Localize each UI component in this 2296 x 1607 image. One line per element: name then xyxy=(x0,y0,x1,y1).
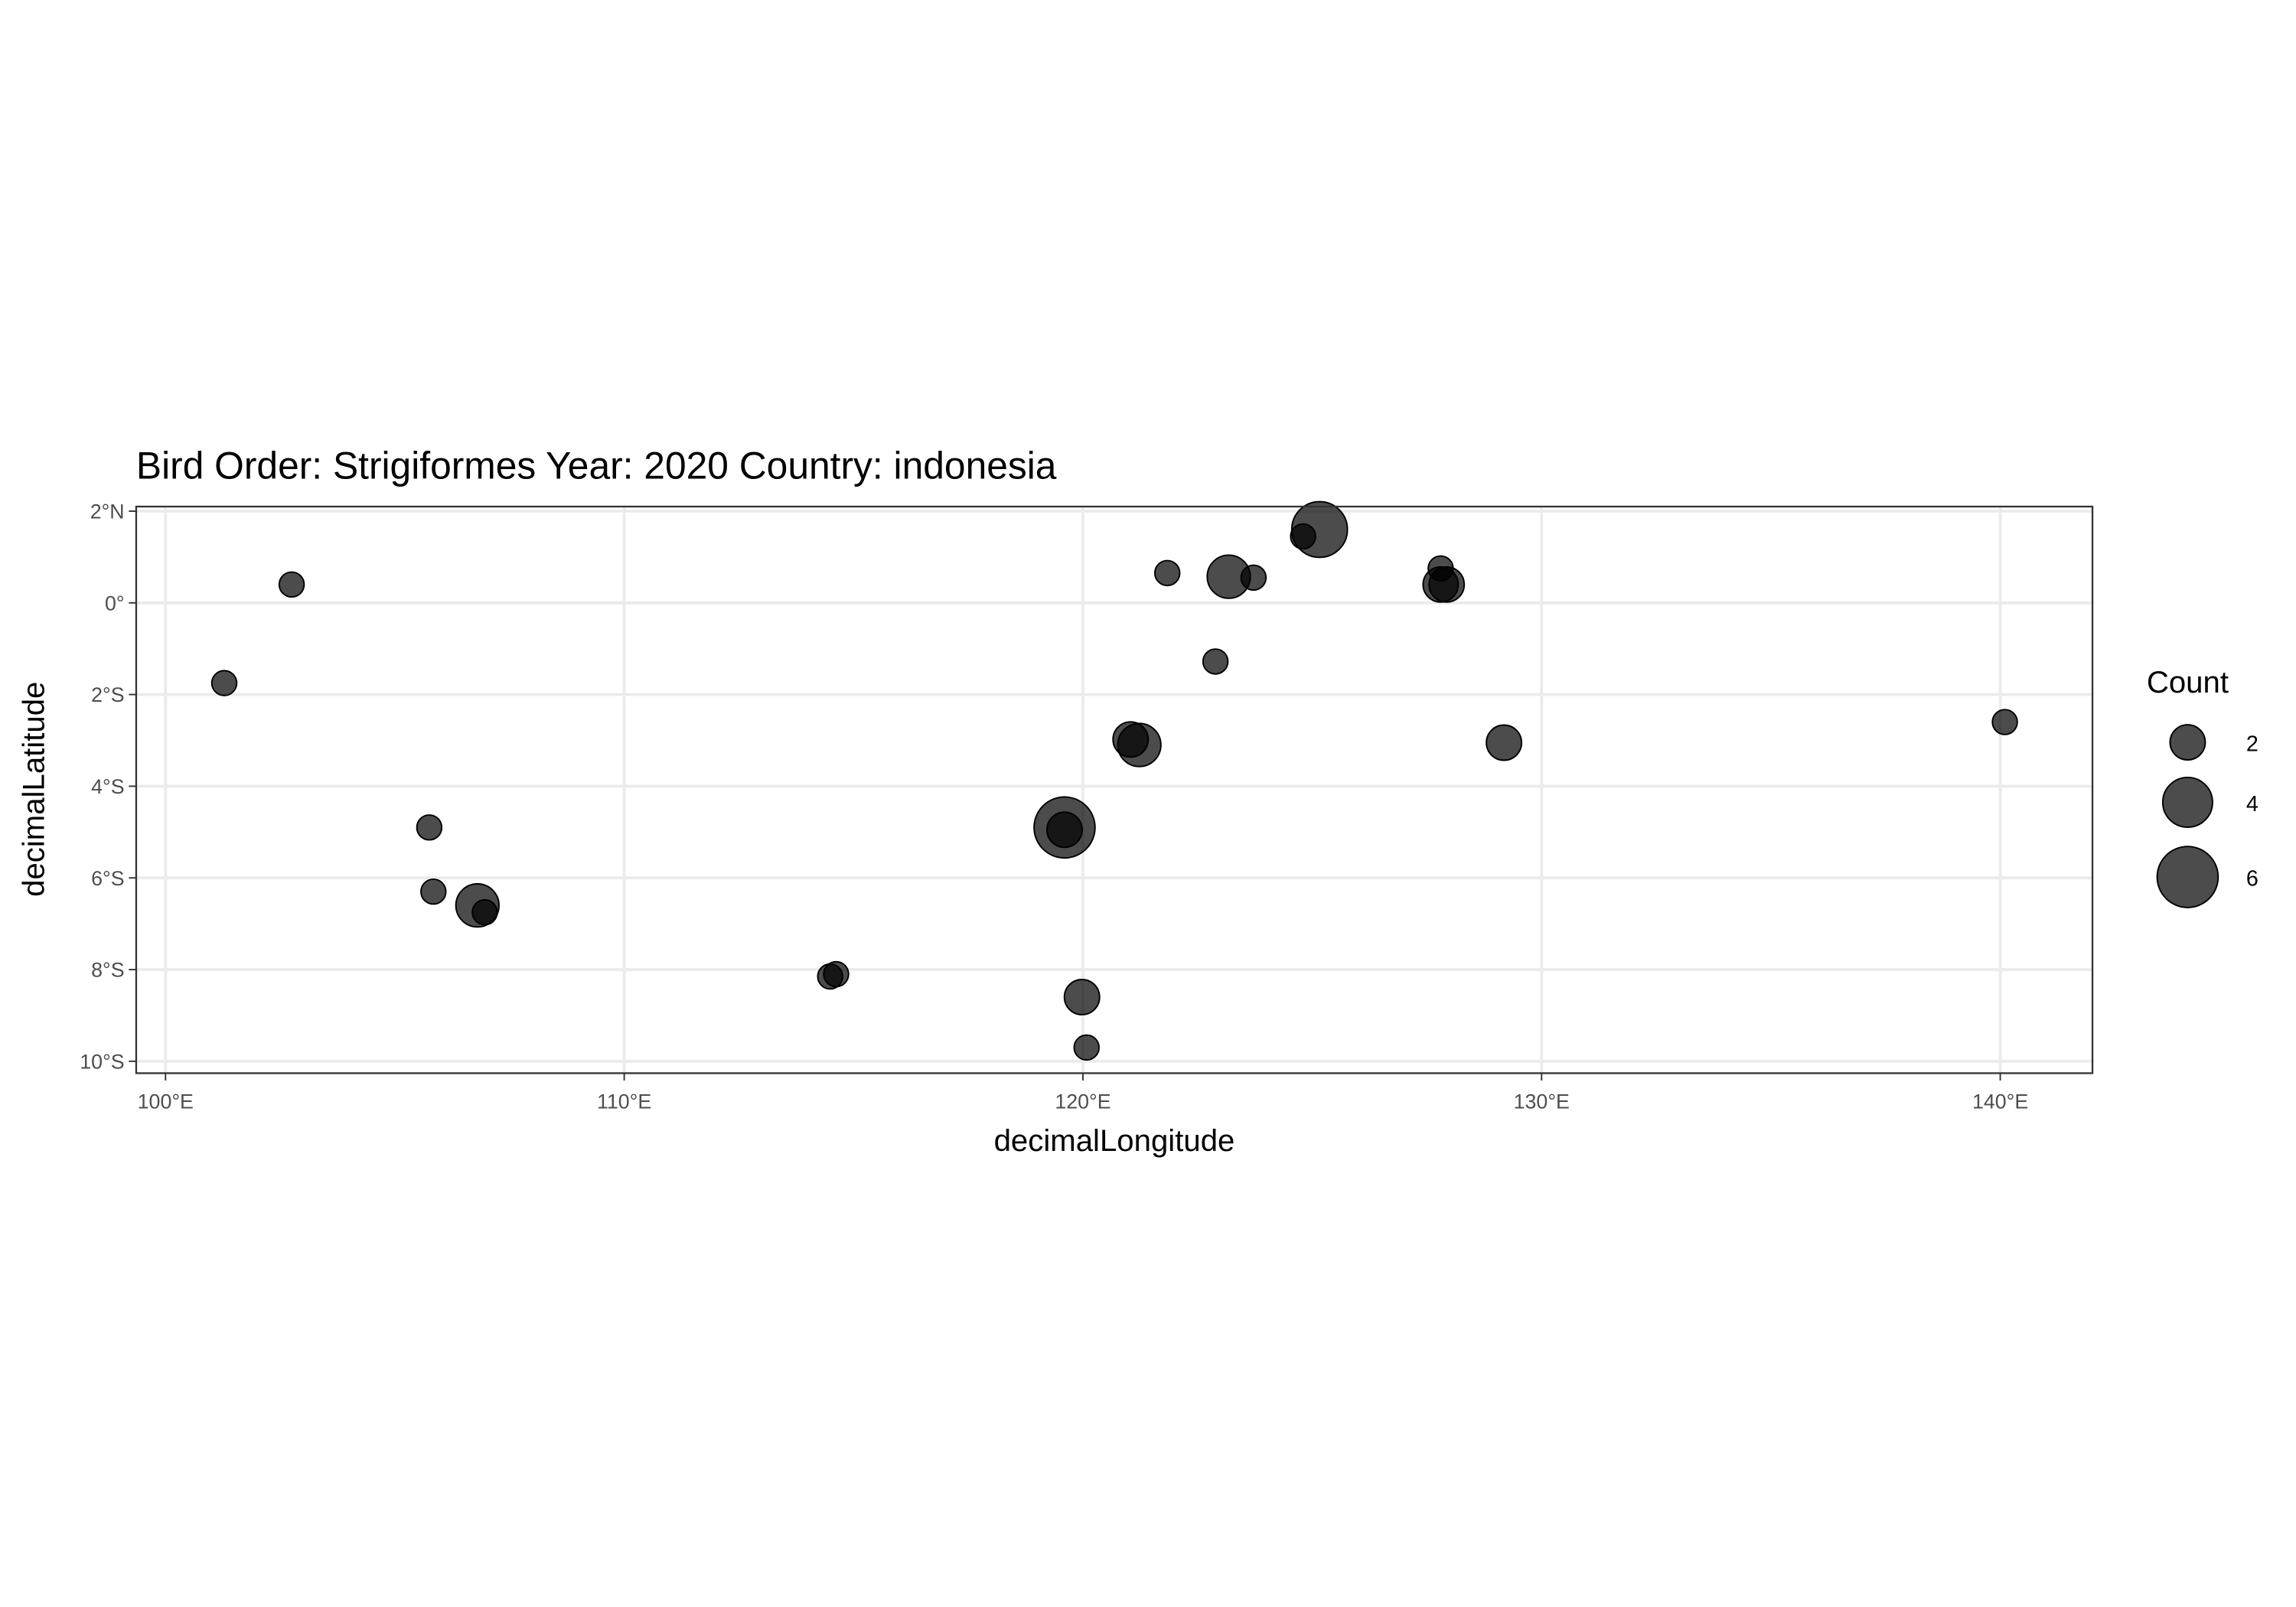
point xyxy=(278,571,305,598)
y-tick-label: 0° xyxy=(105,592,125,614)
point xyxy=(823,960,850,988)
legend-key xyxy=(2156,846,2219,908)
plot-background xyxy=(135,506,2093,1074)
y-tick-label: 4°S xyxy=(91,775,124,798)
point xyxy=(416,814,443,841)
x-axis-title: decimalLongitude xyxy=(994,1123,1235,1158)
legend-key xyxy=(2169,724,2206,761)
y-tick-label: 8°S xyxy=(91,959,124,982)
point xyxy=(1073,1034,1100,1061)
x-tick-label: 130°E xyxy=(1514,1090,1570,1113)
chart-title: Bird Order: Strigiformes Year: 2020 Coun… xyxy=(136,445,1057,487)
legend-title: Count xyxy=(2147,665,2229,699)
x-tick-label: 110°E xyxy=(597,1090,651,1113)
y-tick-label: 2°N xyxy=(90,500,125,523)
point xyxy=(1202,648,1229,675)
point xyxy=(1290,500,1349,559)
legend-key xyxy=(2161,776,2213,828)
y-tick-label: 10°S xyxy=(80,1050,124,1073)
point xyxy=(1117,722,1162,768)
legend-label: 6 xyxy=(2246,867,2258,892)
x-tick-label: 100°E xyxy=(138,1090,194,1113)
legend-label: 4 xyxy=(2246,792,2258,817)
y-tick-label: 2°S xyxy=(91,683,124,706)
y-tick-label: 6°S xyxy=(91,867,124,890)
y-axis-title: decimalLatitude xyxy=(16,682,51,897)
legend-label: 2 xyxy=(2246,732,2258,757)
plot-border xyxy=(135,505,2094,1074)
x-tick-label: 120°E xyxy=(1055,1090,1110,1113)
point xyxy=(1153,559,1181,587)
point xyxy=(1428,566,1466,603)
point xyxy=(210,670,238,696)
point xyxy=(1240,564,1267,592)
point xyxy=(1991,709,2018,735)
point xyxy=(1486,724,1523,761)
point xyxy=(1063,979,1101,1015)
point xyxy=(420,878,447,905)
point xyxy=(1046,811,1083,849)
point xyxy=(471,898,498,926)
x-tick-label: 140°E xyxy=(1972,1090,2028,1113)
